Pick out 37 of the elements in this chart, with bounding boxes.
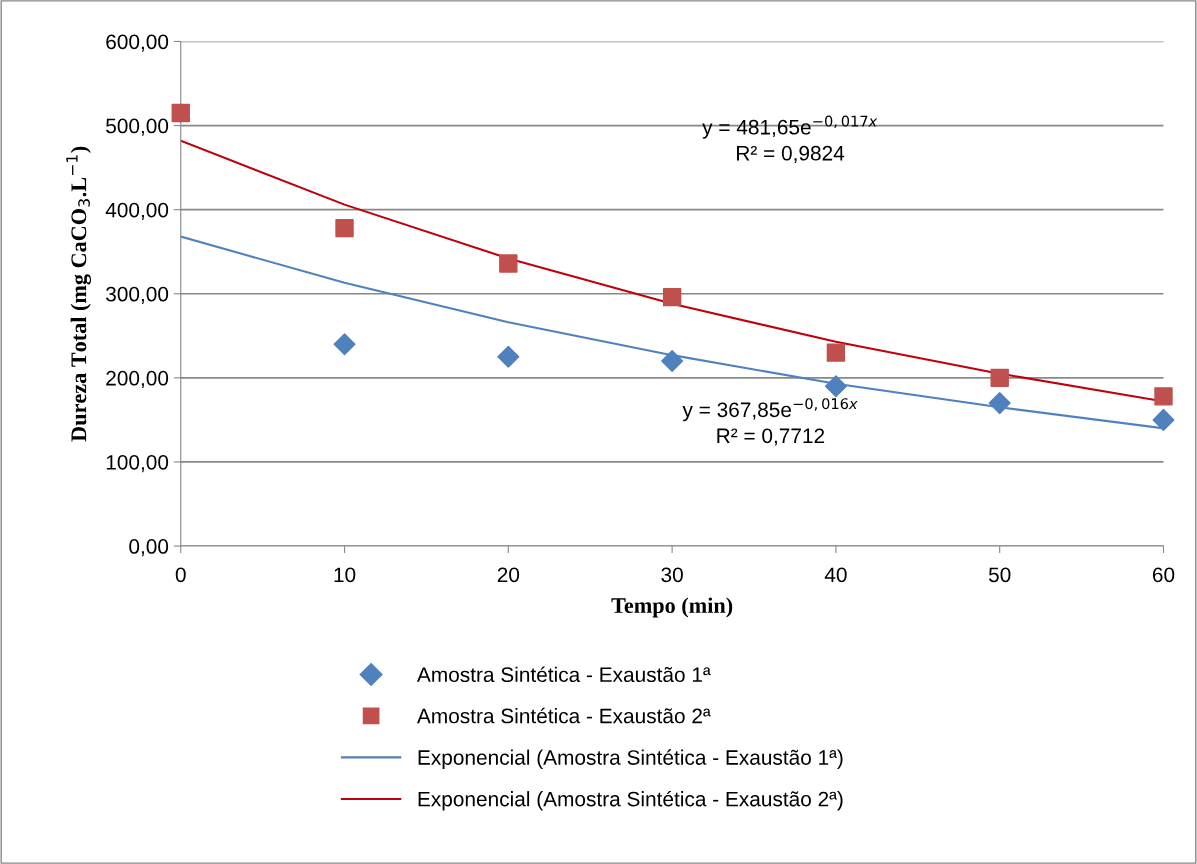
x-tick-label: 30 bbox=[661, 567, 683, 583]
x-tick-label: 40 bbox=[824, 567, 847, 583]
y-tick-label: 0,00 bbox=[129, 539, 169, 557]
legend-label: Exponencial (Amostra Sintética - Exaustão 1ª) bbox=[418, 749, 843, 770]
point bbox=[333, 333, 356, 356]
point bbox=[1152, 408, 1175, 431]
point bbox=[335, 218, 354, 238]
point bbox=[499, 254, 518, 273]
annotation: R² = 0,7712 bbox=[717, 428, 825, 446]
point bbox=[990, 368, 1009, 388]
annotation: R² = 0,9824 bbox=[737, 145, 845, 164]
point bbox=[171, 103, 190, 123]
point bbox=[824, 375, 847, 398]
legend-label: Exponencial (Amostra Sintética - Exaustão 2ª) bbox=[418, 790, 843, 811]
y-axis-title: Dureza Total (mg CaCO$_{3}$.L$^{−1}$) bbox=[66, 146, 91, 442]
x-tick-label: 60 bbox=[1152, 567, 1175, 583]
annotation: y = 367,85e$^{−0,016x}$ bbox=[682, 398, 858, 422]
x-axis-title: Tempo (min) bbox=[611, 597, 733, 618]
point bbox=[497, 345, 520, 368]
x-tick-label: 20 bbox=[497, 567, 520, 583]
y-tick-label: 400,00 bbox=[105, 202, 169, 220]
y-tick-label: 100,00 bbox=[106, 454, 169, 473]
x-tick-label: 50 bbox=[988, 567, 1011, 583]
y-tick-label: 600,00 bbox=[106, 34, 169, 52]
legend-label: Amostra Sintética - Exaustão 1ª bbox=[416, 666, 711, 683]
point bbox=[1154, 387, 1173, 406]
annotation: y = 481,65e$^{−0,017x}$ bbox=[702, 115, 878, 139]
x-tick-label: 0 bbox=[175, 567, 186, 583]
x-tick-label: 10 bbox=[334, 567, 356, 583]
y-tick-label: 300,00 bbox=[106, 286, 169, 304]
legend-label: Amostra Sintética - Exaustão 2ª bbox=[416, 707, 711, 724]
point bbox=[661, 350, 684, 373]
point bbox=[662, 287, 682, 307]
y-tick-label: 500,00 bbox=[106, 118, 169, 136]
point bbox=[826, 343, 846, 362]
y-tick-label: 200,00 bbox=[106, 370, 169, 389]
point bbox=[988, 392, 1011, 415]
